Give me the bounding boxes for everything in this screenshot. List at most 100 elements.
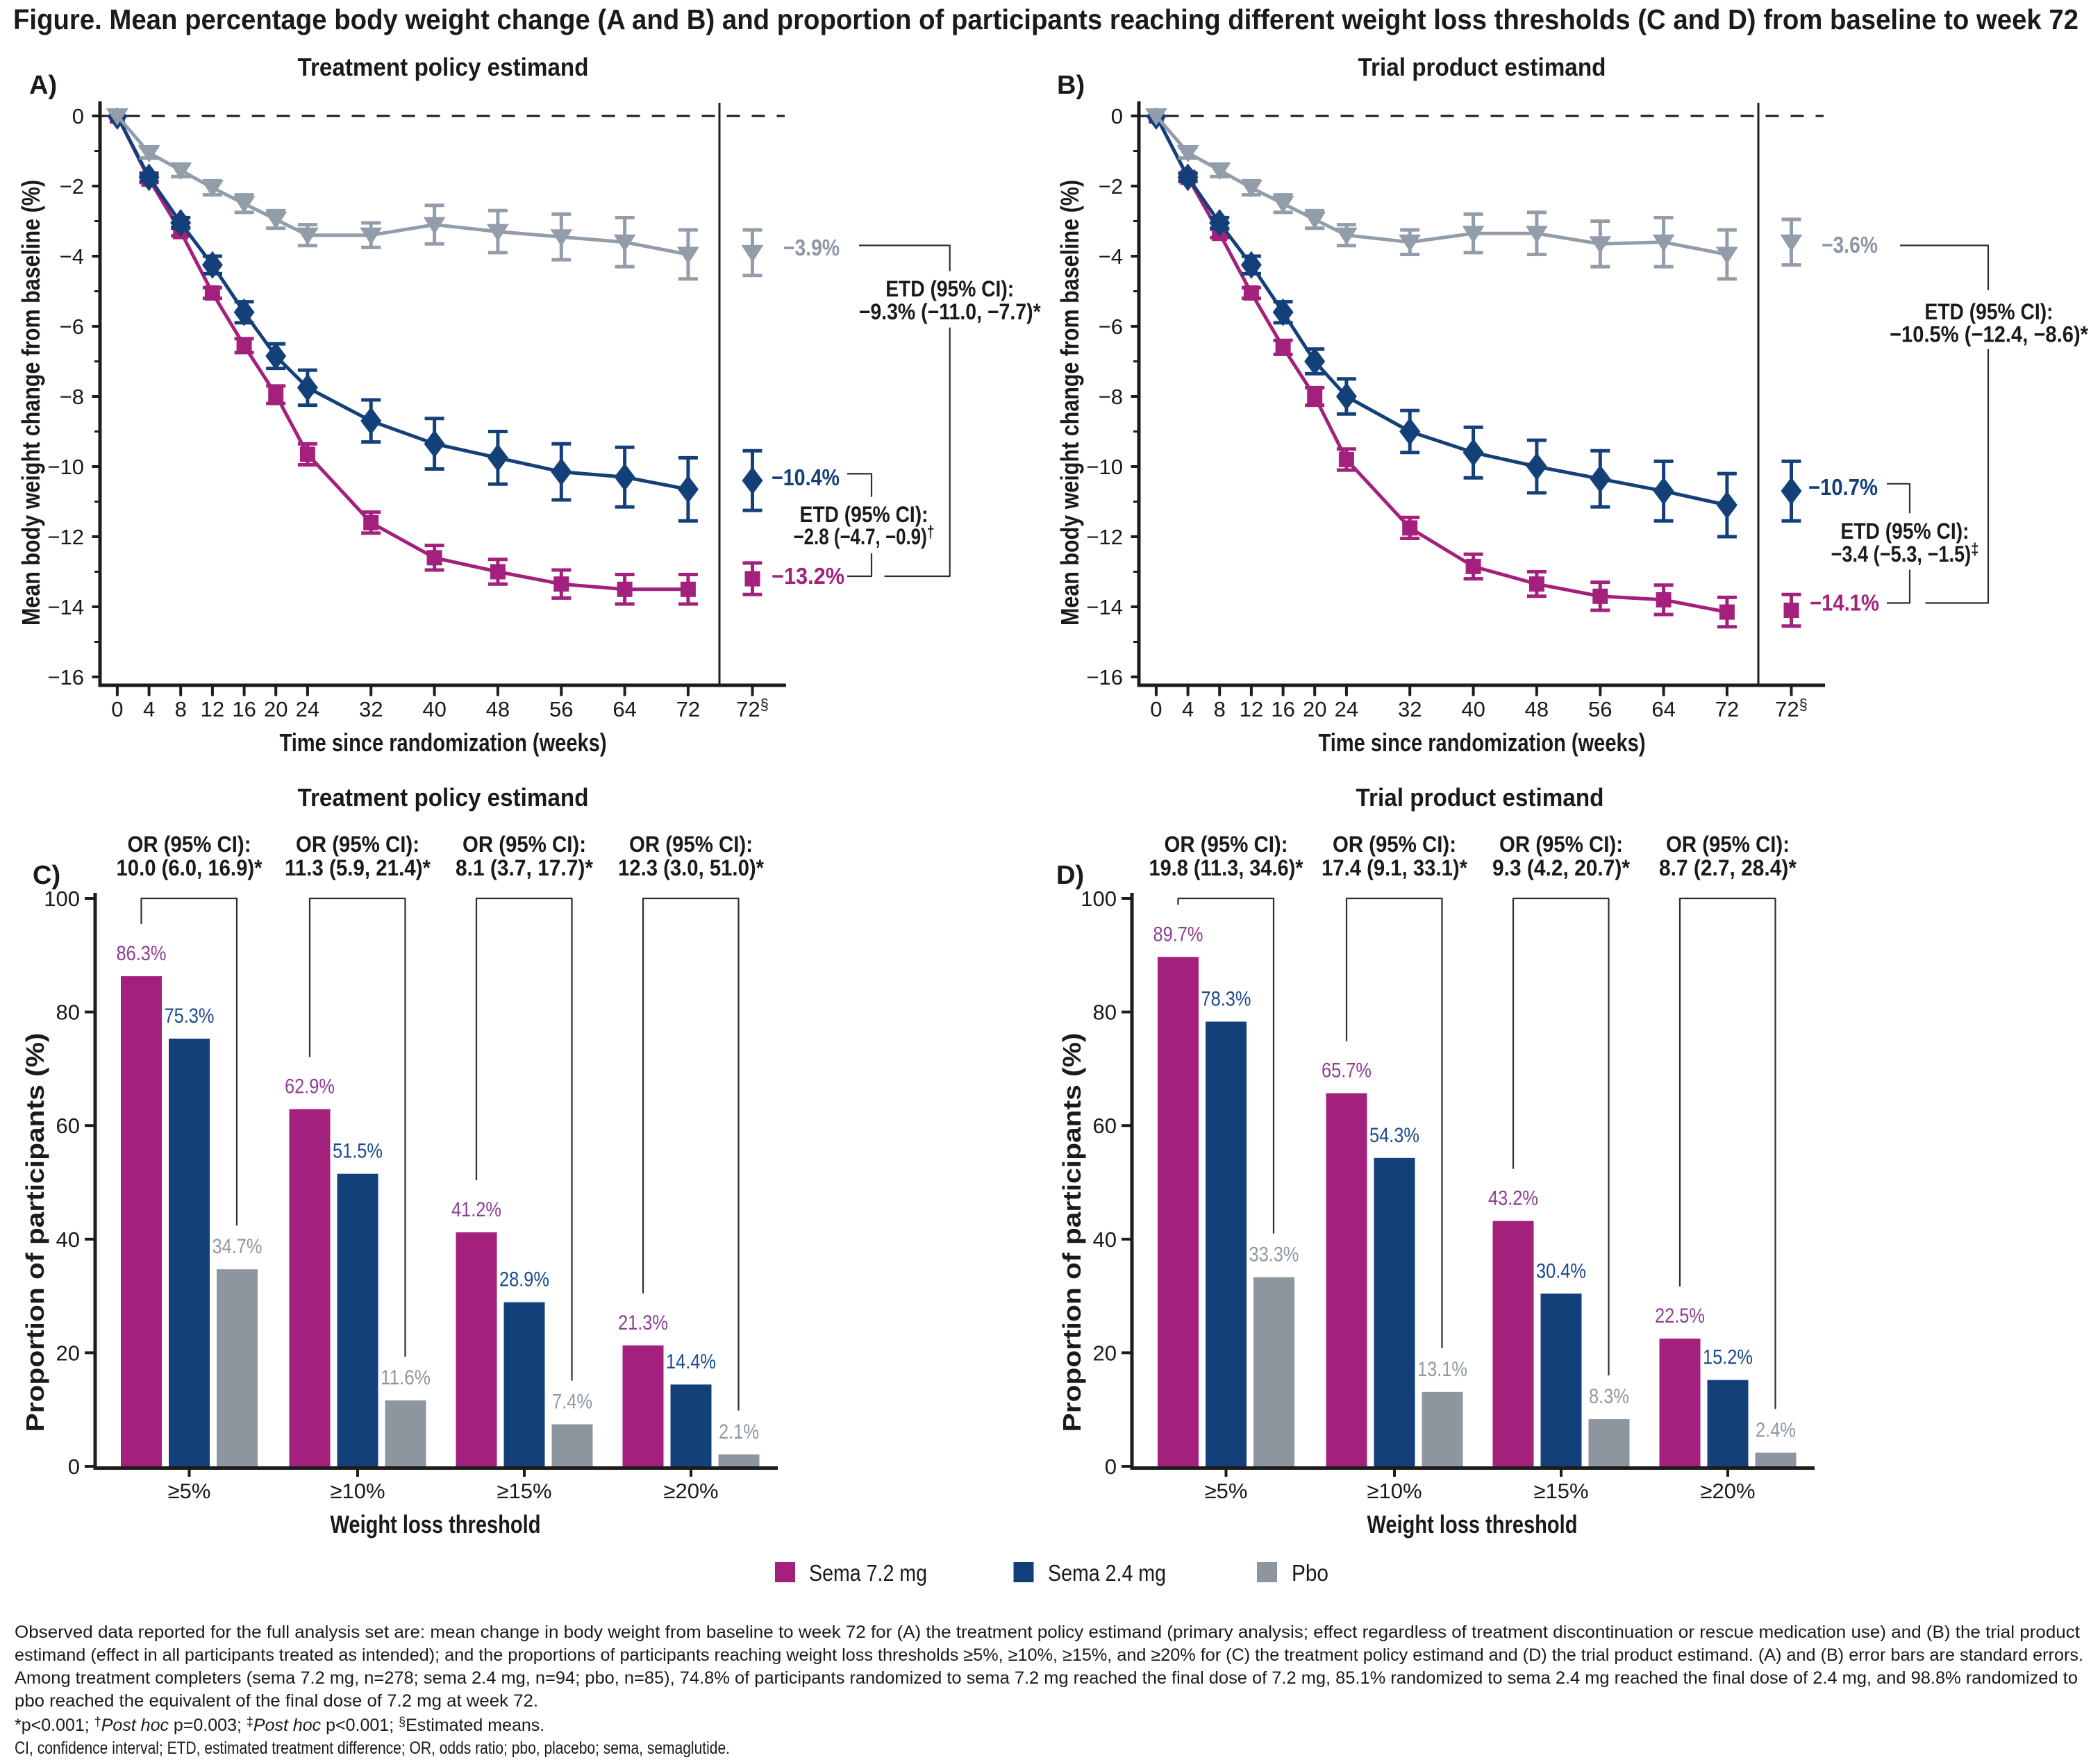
svg-text:OR (95% CI):: OR (95% CI): (629, 832, 753, 857)
svg-text:≥20%: ≥20% (663, 1479, 718, 1503)
svg-text:56: 56 (1588, 697, 1612, 721)
svg-text:64: 64 (612, 697, 636, 721)
svg-text:OR (95% CI):: OR (95% CI): (1499, 832, 1623, 857)
svg-text:−10.4%: −10.4% (772, 464, 840, 490)
svg-text:33.3%: 33.3% (1249, 1243, 1299, 1266)
svg-text:−6: −6 (1099, 315, 1123, 339)
svg-text:−2.8 (−4.7, −0.9)†: −2.8 (−4.7, −0.9)† (794, 523, 935, 549)
svg-text:40: 40 (1461, 697, 1485, 721)
svg-text:48: 48 (1525, 697, 1549, 721)
svg-text:Mean body weight change from b: Mean body weight change from baseline (%… (1056, 180, 1084, 626)
svg-text:−10.7%: −10.7% (1808, 474, 1878, 500)
svg-text:78.3%: 78.3% (1201, 988, 1251, 1011)
svg-text:Figure. Mean percentage body w: Figure. Mean percentage body weight chan… (13, 3, 2078, 35)
svg-text:4: 4 (143, 697, 155, 721)
svg-text:−2: −2 (60, 174, 84, 199)
svg-text:72: 72 (1715, 697, 1739, 721)
svg-text:21.3%: 21.3% (618, 1311, 668, 1334)
svg-text:30.4%: 30.4% (1536, 1259, 1586, 1282)
svg-text:28.9%: 28.9% (499, 1268, 549, 1291)
svg-text:ETD (95% CI):: ETD (95% CI): (800, 502, 928, 527)
svg-text:12: 12 (201, 697, 224, 721)
svg-text:9.3 (4.2, 20.7)*: 9.3 (4.2, 20.7)* (1492, 855, 1631, 880)
svg-text:−16: −16 (1086, 665, 1123, 689)
svg-text:13.1%: 13.1% (1417, 1358, 1467, 1381)
svg-text:22.5%: 22.5% (1655, 1305, 1705, 1327)
svg-text:15.2%: 15.2% (1703, 1346, 1753, 1369)
svg-text:Pbo: Pbo (1292, 1560, 1328, 1586)
svg-text:8.7 (2.7, 28.4)*: 8.7 (2.7, 28.4)* (1659, 855, 1797, 880)
svg-text:−2: −2 (1099, 174, 1123, 199)
svg-text:17.4 (9.1, 33.1)*: 17.4 (9.1, 33.1)* (1322, 855, 1468, 880)
svg-text:62.9%: 62.9% (285, 1075, 335, 1098)
svg-text:Weight loss threshold: Weight loss threshold (1367, 1510, 1578, 1539)
svg-text:−14: −14 (47, 595, 84, 619)
svg-text:16: 16 (232, 697, 256, 721)
svg-text:0: 0 (1105, 1455, 1117, 1479)
svg-text:89.7%: 89.7% (1153, 923, 1203, 946)
svg-text:40: 40 (1093, 1227, 1117, 1252)
svg-text:ETD (95% CI):: ETD (95% CI): (1925, 299, 2053, 324)
svg-text:4: 4 (1182, 697, 1194, 721)
svg-text:80: 80 (56, 1000, 80, 1025)
svg-text:C): C) (33, 861, 60, 890)
svg-text:≥15%: ≥15% (497, 1479, 551, 1503)
svg-text:32: 32 (359, 697, 383, 721)
svg-text:60: 60 (1093, 1114, 1117, 1138)
svg-text:−10.5% (−12.4, −8.6)*: −10.5% (−12.4, −8.6)* (1890, 322, 2088, 347)
svg-text:11.3 (5.9, 21.4)*: 11.3 (5.9, 21.4)* (285, 855, 431, 880)
svg-text:72§: 72§ (736, 696, 769, 721)
svg-text:8: 8 (1214, 697, 1226, 721)
svg-text:40: 40 (422, 697, 446, 721)
svg-text:80: 80 (1093, 1000, 1117, 1025)
svg-text:72: 72 (676, 697, 700, 721)
svg-text:−8: −8 (1099, 385, 1123, 409)
svg-text:Among treatment completers (se: Among treatment completers (sema 7.2 mg,… (15, 1668, 2078, 1688)
svg-text:Observed data reported for the: Observed data reported for the full anal… (15, 1623, 2080, 1642)
svg-text:estimand (effect in all partic: estimand (effect in all participants tre… (15, 1645, 2083, 1665)
svg-text:60: 60 (56, 1114, 80, 1138)
svg-text:≥5%: ≥5% (168, 1479, 211, 1503)
svg-text:−14: −14 (1086, 595, 1123, 619)
svg-text:−12: −12 (1086, 525, 1123, 549)
svg-text:54.3%: 54.3% (1369, 1124, 1419, 1147)
svg-text:≥20%: ≥20% (1700, 1479, 1755, 1503)
svg-text:Proportion of participants (%): Proportion of participants (%) (1058, 1033, 1086, 1432)
svg-text:A): A) (29, 71, 57, 100)
svg-text:56: 56 (549, 697, 573, 721)
svg-text:−16: −16 (47, 665, 84, 689)
svg-text:65.7%: 65.7% (1322, 1059, 1372, 1082)
svg-text:Sema 2.4 mg: Sema 2.4 mg (1048, 1560, 1166, 1586)
svg-text:19.8 (11.3, 34.6)*: 19.8 (11.3, 34.6)* (1149, 855, 1303, 880)
svg-text:−12: −12 (47, 525, 84, 549)
svg-text:2.4%: 2.4% (1756, 1418, 1796, 1441)
svg-text:*p<0.001; †Post hoc p=0.003; ‡: *p<0.001; †Post hoc p=0.003; ‡Post hoc p… (15, 1715, 544, 1735)
svg-text:11.6%: 11.6% (381, 1366, 431, 1389)
svg-text:0: 0 (1111, 104, 1123, 128)
svg-text:51.5%: 51.5% (333, 1140, 383, 1163)
svg-text:0: 0 (68, 1455, 80, 1479)
svg-text:OR (95% CI):: OR (95% CI): (296, 832, 419, 857)
svg-text:7.4%: 7.4% (552, 1391, 592, 1414)
svg-text:100: 100 (1081, 887, 1117, 911)
svg-text:20: 20 (1303, 697, 1326, 721)
svg-text:64: 64 (1651, 697, 1675, 721)
svg-text:2.1%: 2.1% (719, 1420, 759, 1443)
svg-text:−3.9%: −3.9% (783, 235, 840, 260)
svg-text:≥15%: ≥15% (1533, 1479, 1588, 1503)
svg-text:24: 24 (296, 697, 319, 721)
svg-text:75.3%: 75.3% (165, 1005, 215, 1028)
svg-text:Weight loss threshold: Weight loss threshold (331, 1510, 541, 1539)
svg-text:8: 8 (175, 697, 187, 721)
svg-text:ETD (95% CI):: ETD (95% CI): (885, 276, 1014, 301)
svg-text:Mean body weight change from b: Mean body weight change from baseline (%… (17, 180, 45, 626)
svg-text:0: 0 (72, 104, 84, 128)
svg-text:Treatment policy estimand: Treatment policy estimand (298, 783, 589, 812)
svg-text:D): D) (1056, 861, 1084, 890)
svg-text:Treatment policy estimand: Treatment policy estimand (298, 53, 589, 81)
svg-text:≥10%: ≥10% (330, 1479, 385, 1503)
svg-text:Time since randomization (week: Time since randomization (weeks) (1319, 728, 1646, 757)
svg-text:OR (95% CI):: OR (95% CI): (462, 832, 586, 857)
svg-text:20: 20 (264, 697, 288, 721)
svg-text:48: 48 (486, 697, 510, 721)
